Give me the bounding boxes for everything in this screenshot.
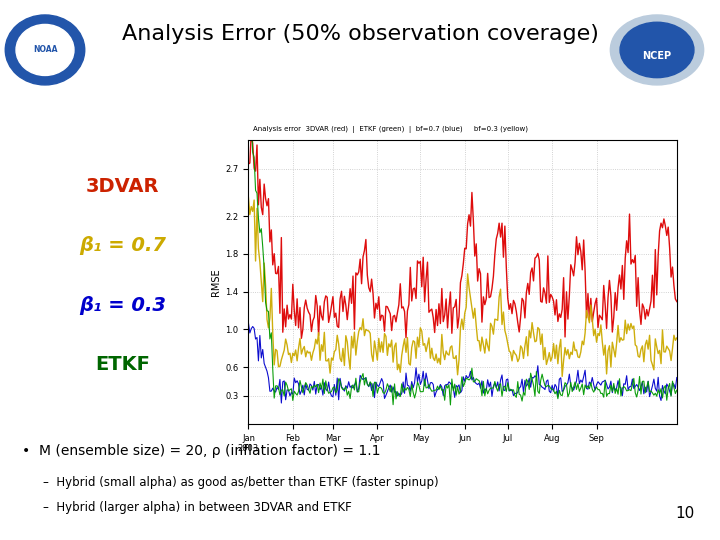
Text: NOAA: NOAA: [32, 45, 58, 55]
Circle shape: [620, 22, 694, 78]
Text: 3DVAR: 3DVAR: [86, 177, 159, 196]
Text: Analysis error  3DVAR (red)  |  ETKF (green)  |  bf=0.7 (blue)     bf=0.3 (yello: Analysis error 3DVAR (red) | ETKF (green…: [253, 126, 528, 133]
Circle shape: [5, 15, 85, 85]
Text: β₁ = 0.3: β₁ = 0.3: [79, 295, 166, 315]
Y-axis label: RMSE: RMSE: [211, 268, 221, 296]
Text: –  Hybrid (larger alpha) in between 3DVAR and ETKF: – Hybrid (larger alpha) in between 3DVAR…: [43, 501, 352, 514]
Text: NCEP: NCEP: [642, 51, 672, 61]
Text: 10: 10: [675, 506, 695, 521]
Text: •  M (ensemble size) = 20, ρ (inflation factor) = 1.1: • M (ensemble size) = 20, ρ (inflation f…: [22, 444, 380, 458]
Text: –  Hybrid (small alpha) as good as/better than ETKF (faster spinup): – Hybrid (small alpha) as good as/better…: [43, 476, 438, 489]
Text: β₁ = 0.7: β₁ = 0.7: [79, 236, 166, 255]
Text: Analysis Error (50% observation coverage): Analysis Error (50% observation coverage…: [122, 24, 598, 44]
Text: ETKF: ETKF: [95, 355, 150, 374]
Circle shape: [16, 24, 74, 76]
Circle shape: [611, 15, 703, 85]
